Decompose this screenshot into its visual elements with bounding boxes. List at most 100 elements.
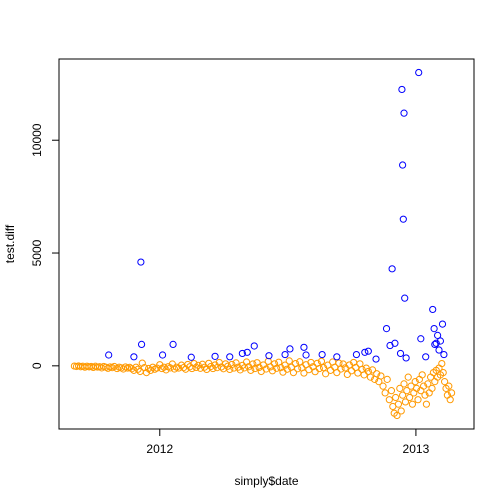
y-tick-label: 10000 [30,123,44,157]
x-tick-label: 2012 [146,442,173,456]
data-point [253,359,261,367]
data-point [420,382,428,390]
data-point [440,350,448,359]
plot-area-frame [58,58,475,430]
data-point [366,373,375,381]
data-point [413,384,421,392]
data-point [170,365,179,373]
data-point [137,258,145,266]
data-point [372,355,380,363]
data-point [422,353,430,361]
data-point [446,396,454,404]
x-tick-label: 2013 [403,442,430,456]
data-point [130,353,138,361]
data-point [318,350,326,359]
data-point [414,396,422,404]
data-point [391,339,399,347]
data-point [273,364,281,372]
data-point [289,368,298,377]
data-point [385,396,393,404]
data-point [315,364,323,373]
data-point [422,400,431,408]
data-point [396,384,404,392]
data-point [438,320,447,328]
data-point [364,347,372,355]
data-point [354,369,362,377]
y-axis: 0 5000 10000 [30,123,59,369]
data-point [381,389,389,397]
data-point [104,364,112,372]
data-point [429,305,437,314]
data-points [70,68,456,420]
data-point [441,378,449,386]
x-axis: 2012 2013 [146,429,430,456]
data-point [397,407,405,415]
data-point [396,349,405,358]
data-point [265,352,273,360]
data-point [343,370,351,379]
data-point [238,349,246,358]
data-point [436,337,445,345]
data-point [211,352,219,360]
data-point [209,364,217,373]
data-point [439,368,447,377]
data-point [138,359,146,367]
data-point [373,370,381,378]
data-point [300,369,308,377]
data-point [432,339,440,347]
data-point [326,366,335,374]
data-point [347,367,356,375]
data-point [399,215,407,223]
data-point [411,378,419,386]
x-axis-title: simply$date [234,474,298,488]
data-point [302,351,310,359]
data-point [333,368,341,377]
data-point [408,400,417,408]
series-group [70,357,456,420]
data-point [228,360,236,369]
data-point [262,365,270,373]
y-axis-title: test.diff [3,224,17,263]
data-point [434,331,442,339]
data-point [250,342,258,350]
data-point [243,348,251,356]
data-point [192,363,200,372]
data-point [285,357,293,365]
data-point [158,351,167,359]
data-point [249,360,257,368]
data-point [431,340,439,348]
data-point [286,345,294,353]
data-point [418,371,426,379]
data-point [333,353,341,361]
data-point [406,393,414,402]
data-point [382,325,391,333]
data-point [387,387,396,395]
data-point [431,378,439,386]
data-point [399,391,407,399]
data-point [398,85,406,94]
series-group [105,68,448,363]
data-point [417,335,425,343]
data-point [394,400,403,408]
data-point [428,384,436,392]
data-point [137,340,146,348]
data-point [360,371,368,379]
data-point [335,359,343,367]
data-point [421,391,429,399]
data-point [388,265,396,273]
data-point [400,380,408,388]
data-point [435,346,443,354]
data-point [415,68,423,77]
data-point [281,361,289,369]
data-point [401,398,410,406]
data-point [393,411,401,420]
data-point [187,353,195,361]
data-point [190,359,198,368]
data-point [410,389,418,397]
data-point [158,364,166,373]
data-point [322,370,330,378]
data-point [430,325,438,333]
data-point [402,354,410,362]
y-tick-label: 5000 [30,239,44,266]
